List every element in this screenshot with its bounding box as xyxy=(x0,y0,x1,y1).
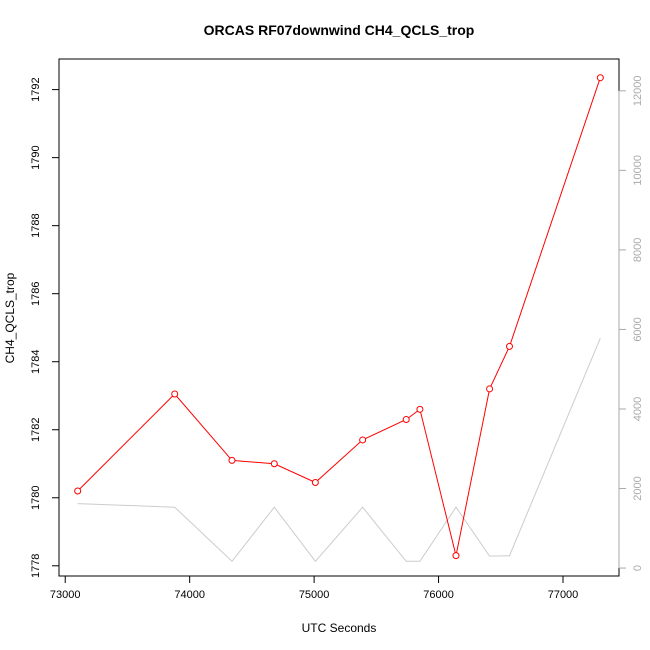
x-tick-label: 74000 xyxy=(174,589,205,601)
y2-tick-label: 8000 xyxy=(632,238,644,262)
plot-frame xyxy=(58,58,620,577)
data-point xyxy=(486,385,494,393)
y-tick-label: 1786 xyxy=(30,281,42,305)
x-tick-label: 75000 xyxy=(299,589,330,601)
x-tick-label: 76000 xyxy=(423,589,454,601)
chart-title: ORCAS RF07downwind CH4_QCLS_trop xyxy=(204,22,475,38)
series-line xyxy=(77,77,601,556)
y2-tick-label: 0 xyxy=(632,565,644,571)
y-tick-label: 1792 xyxy=(30,77,42,101)
x-tick-label: 77000 xyxy=(548,589,579,601)
x-axis-label: UTC Seconds xyxy=(302,621,377,635)
y-axis: 1778 1780 1782 1784 1786 1788 1790 1792 xyxy=(30,77,59,578)
y-tick-label: 1784 xyxy=(30,349,42,373)
data-point xyxy=(452,552,460,560)
y2-tick-label: 4000 xyxy=(632,397,644,421)
y2-tick-label: 6000 xyxy=(632,317,644,341)
y-tick-label: 1778 xyxy=(30,554,42,578)
y-axis-label: CH4_QCLS_trop xyxy=(3,272,17,363)
data-point xyxy=(228,456,236,464)
y2-tick-label: 10000 xyxy=(632,155,644,186)
y2-tick-label: 2000 xyxy=(632,476,644,500)
data-point xyxy=(74,487,82,495)
y2-axis-right: 0 2000 4000 6000 8000 10000 12000 xyxy=(618,76,644,571)
data-point xyxy=(270,460,278,468)
y2-tick-label: 12000 xyxy=(632,76,644,107)
y-tick-label: 1790 xyxy=(30,145,42,169)
series-layer xyxy=(74,74,604,563)
secondary-series-line xyxy=(77,338,601,563)
y-tick-label: 1780 xyxy=(30,486,42,510)
y-tick-label: 1788 xyxy=(30,213,42,237)
data-point xyxy=(359,436,367,444)
x-axis: 73000 74000 75000 76000 77000 xyxy=(50,575,579,601)
data-point xyxy=(311,478,319,486)
x-tick-label: 73000 xyxy=(50,589,81,601)
y-tick-label: 1782 xyxy=(30,418,42,442)
data-point xyxy=(505,342,513,350)
data-point xyxy=(171,390,179,398)
data-point xyxy=(416,405,424,413)
data-point xyxy=(402,416,410,424)
data-point xyxy=(596,74,604,82)
